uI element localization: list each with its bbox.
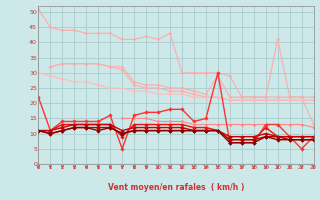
X-axis label: Vent moyen/en rafales  ( km/h ): Vent moyen/en rafales ( km/h ) <box>108 183 244 192</box>
